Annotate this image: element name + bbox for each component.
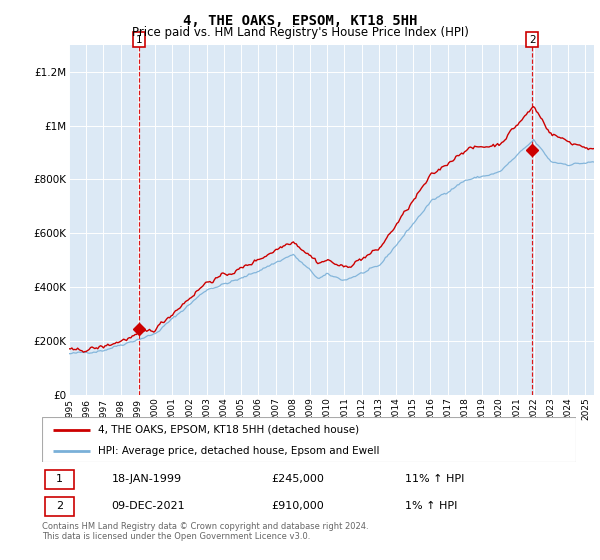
Text: 4, THE OAKS, EPSOM, KT18 5HH: 4, THE OAKS, EPSOM, KT18 5HH — [183, 14, 417, 28]
Text: 09-DEC-2021: 09-DEC-2021 — [112, 501, 185, 511]
Text: 11% ↑ HPI: 11% ↑ HPI — [405, 474, 464, 484]
Text: HPI: Average price, detached house, Epsom and Ewell: HPI: Average price, detached house, Epso… — [98, 446, 380, 456]
Text: Price paid vs. HM Land Registry's House Price Index (HPI): Price paid vs. HM Land Registry's House … — [131, 26, 469, 39]
Text: 4, THE OAKS, EPSOM, KT18 5HH (detached house): 4, THE OAKS, EPSOM, KT18 5HH (detached h… — [98, 424, 359, 435]
Text: 2: 2 — [529, 35, 536, 45]
Bar — [44, 497, 74, 516]
Text: 18-JAN-1999: 18-JAN-1999 — [112, 474, 182, 484]
Text: 1: 1 — [56, 474, 63, 484]
Text: 1: 1 — [136, 35, 142, 45]
Bar — [44, 470, 74, 489]
Text: £910,000: £910,000 — [272, 501, 325, 511]
Text: 1% ↑ HPI: 1% ↑ HPI — [405, 501, 457, 511]
Text: Contains HM Land Registry data © Crown copyright and database right 2024.
This d: Contains HM Land Registry data © Crown c… — [42, 522, 368, 542]
Text: 2: 2 — [56, 501, 63, 511]
Text: £245,000: £245,000 — [272, 474, 325, 484]
